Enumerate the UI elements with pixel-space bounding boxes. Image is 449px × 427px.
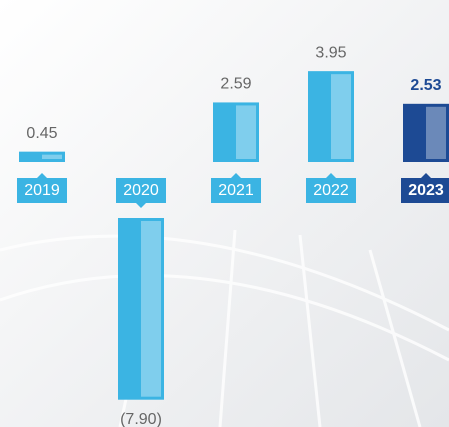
category-box (17, 178, 67, 203)
category-box (401, 178, 449, 203)
bar (19, 151, 65, 162)
x-tick-label: 2021 (218, 182, 254, 199)
value-label: 2.59 (220, 76, 251, 93)
pointer (37, 173, 47, 178)
bar-highlight (331, 74, 351, 159)
value-label: 2.53 (410, 77, 441, 94)
category-box (116, 178, 166, 203)
value-label: (7.90) (120, 411, 162, 427)
category-box (306, 178, 356, 203)
bar-highlight (42, 154, 62, 159)
pointer (136, 203, 146, 208)
bar-highlight (426, 106, 446, 159)
pointer (231, 173, 241, 178)
x-tick-label: 2019 (24, 182, 60, 199)
x-tick-label: 2023 (408, 182, 444, 199)
bar (403, 103, 449, 162)
x-tick-label: 2020 (123, 182, 159, 199)
bar-highlight (141, 221, 161, 397)
value-label: 0.45 (26, 125, 57, 142)
value-label: 3.95 (315, 44, 346, 61)
bar-highlight (236, 105, 256, 159)
bar (308, 71, 354, 162)
bar (118, 218, 164, 400)
pointer (326, 173, 336, 178)
pointer (421, 173, 431, 178)
category-box (211, 178, 261, 203)
x-tick-label: 2022 (313, 182, 349, 199)
bar (213, 102, 259, 162)
